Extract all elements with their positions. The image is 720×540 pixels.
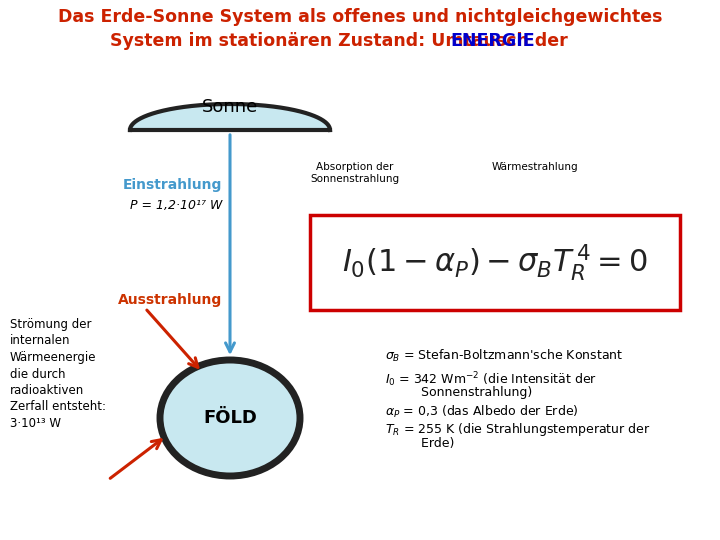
Text: ENERGIE: ENERGIE [450,32,535,50]
Text: Absorption der
Sonnenstrahlung: Absorption der Sonnenstrahlung [310,162,400,184]
Text: $\alpha_P$ = 0,3 (das Albedo der Erde): $\alpha_P$ = 0,3 (das Albedo der Erde) [385,404,578,420]
Text: $\sigma_B$ = Stefan-Boltzmann'sche Konstant: $\sigma_B$ = Stefan-Boltzmann'sche Konst… [385,348,624,364]
Text: Sonnenstrahlung): Sonnenstrahlung) [385,386,532,399]
FancyBboxPatch shape [310,215,680,310]
Text: Strömung der
internalen
Wärmeenergie
die durch
radioaktiven
Zerfall entsteht:
3·: Strömung der internalen Wärmeenergie die… [10,318,106,430]
Text: $I_0$ = 342 Wm$^{-2}$ (die Intensität der: $I_0$ = 342 Wm$^{-2}$ (die Intensität de… [385,370,597,389]
Text: Wärmestrahlung: Wärmestrahlung [492,162,578,172]
Ellipse shape [160,360,300,476]
Text: P = 1,2·10¹⁷ W: P = 1,2·10¹⁷ W [130,199,222,212]
Text: $I_0(1 - \alpha_P) - \sigma_B T_R^{\,4} = 0$: $I_0(1 - \alpha_P) - \sigma_B T_R^{\,4} … [342,242,648,283]
Text: $T_R$ = 255 K (die Strahlungstemperatur der: $T_R$ = 255 K (die Strahlungstemperatur … [385,421,651,438]
Polygon shape [130,104,330,130]
Text: System im stationären Zustand: Umtausch der: System im stationären Zustand: Umtausch … [110,32,574,50]
Text: Das Erde-Sonne System als offenes und nichtgleichgewichtes: Das Erde-Sonne System als offenes und ni… [58,8,662,26]
Text: Ausstrahlung: Ausstrahlung [118,293,222,307]
Text: Erde): Erde) [385,437,454,450]
Text: Sonne: Sonne [202,98,258,116]
Text: FÖLD: FÖLD [203,409,257,427]
Text: Einstrahlung: Einstrahlung [122,178,222,192]
